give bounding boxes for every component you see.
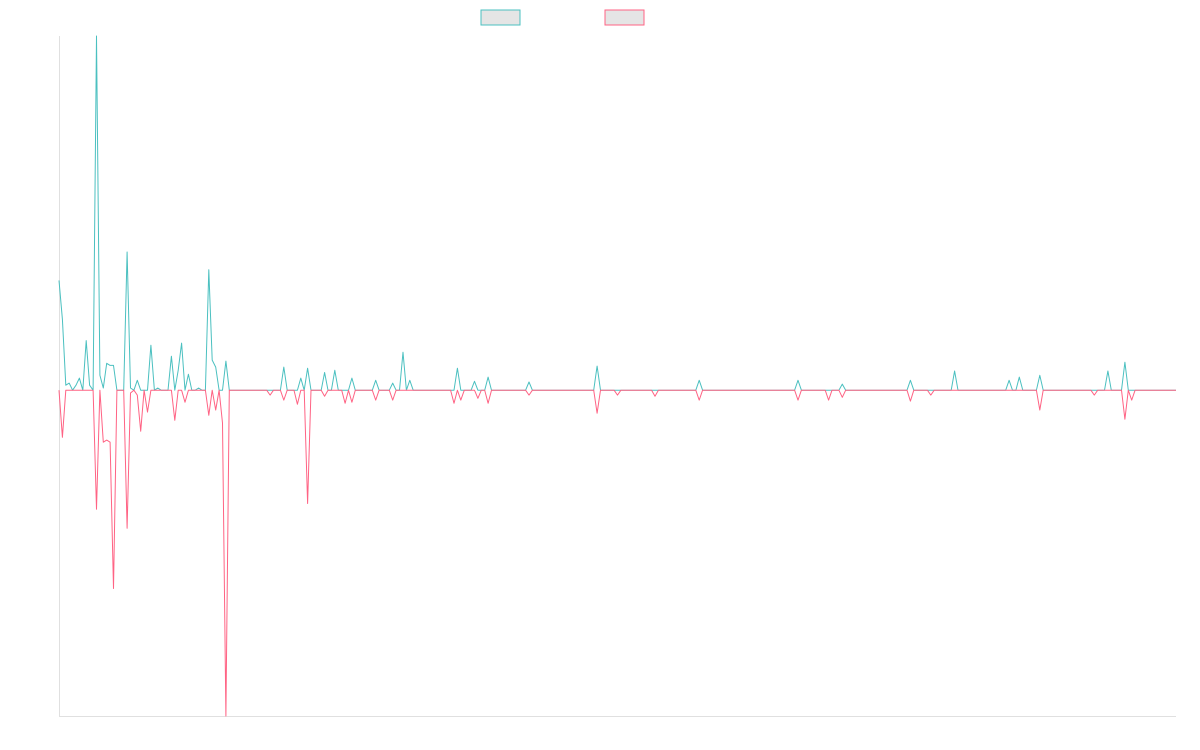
series-layer (58, 35, 1176, 717)
series-2-line (58, 389, 1176, 717)
series-1-line (58, 35, 1176, 391)
legend (480, 9, 645, 26)
legend-swatch-series-2[interactable] (604, 9, 645, 26)
legend-swatch-series-1[interactable] (480, 9, 521, 26)
